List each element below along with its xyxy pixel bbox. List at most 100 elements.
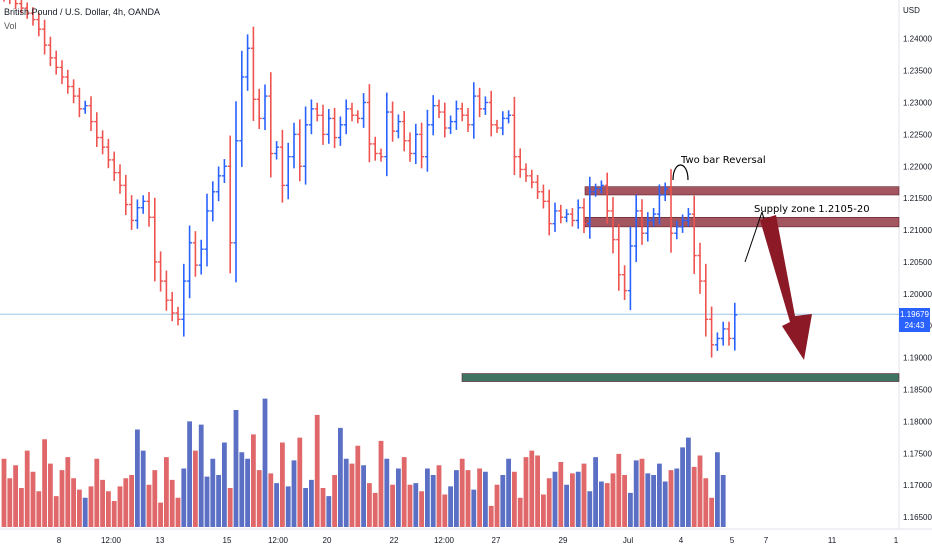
supply-zone bbox=[584, 216, 900, 228]
ohlc-bar bbox=[720, 321, 726, 346]
ohlc-bar bbox=[152, 197, 158, 282]
two-bar-reversal-label: Two bar Reversal bbox=[680, 155, 766, 166]
volume-bar bbox=[135, 429, 140, 527]
ohlc-bar bbox=[622, 265, 628, 301]
volume-bar bbox=[175, 497, 181, 527]
volume-bar bbox=[187, 421, 192, 527]
volume-bar bbox=[42, 439, 47, 527]
time-tick-label: 1 bbox=[894, 536, 899, 545]
volume-bar bbox=[111, 501, 117, 527]
ohlc-bar bbox=[9, 0, 11, 5]
resistance-zone bbox=[584, 186, 900, 196]
ohlc-bar bbox=[123, 174, 129, 216]
ohlc-bar bbox=[285, 142, 291, 200]
volume-bar bbox=[378, 440, 384, 527]
ohlc-bar bbox=[36, 12, 42, 37]
price-tick-label: 1.23000 bbox=[903, 98, 932, 107]
volume-bar bbox=[303, 488, 308, 527]
axes: USD 1.24000 1.23500 1.23000 1.22500 1.22000 1.… bbox=[57, 6, 932, 545]
ohlc-bar bbox=[482, 96, 488, 115]
volume-bar bbox=[314, 414, 320, 527]
volume-bar bbox=[465, 470, 471, 527]
ohlc-bar bbox=[262, 84, 268, 131]
volume-bar bbox=[645, 473, 651, 527]
volume-bar bbox=[541, 494, 546, 527]
price-tick-label: 1.19000 bbox=[903, 354, 932, 363]
volume-bar bbox=[268, 473, 274, 527]
volume-bar bbox=[367, 483, 372, 527]
volume-bar bbox=[53, 496, 59, 527]
volume-bar bbox=[297, 437, 303, 527]
ohlc-bar bbox=[129, 195, 135, 230]
ohlc-bar bbox=[419, 122, 425, 169]
ohlc-bar bbox=[291, 122, 297, 169]
ohlc-bar bbox=[685, 208, 691, 227]
time-tick-label: 13 bbox=[156, 536, 165, 545]
volume-bar bbox=[30, 471, 36, 527]
ohlc-bar bbox=[656, 184, 662, 225]
ohlc-bar bbox=[639, 199, 645, 245]
volume-bar bbox=[274, 483, 279, 527]
volume-bar bbox=[662, 481, 668, 527]
volume-bar bbox=[285, 486, 291, 527]
ohlc-bar bbox=[662, 182, 668, 202]
volume-bar bbox=[471, 489, 477, 527]
volume-bar bbox=[558, 462, 564, 527]
volume-bar bbox=[500, 475, 506, 527]
ohlc-bar bbox=[175, 306, 181, 326]
ohlc-bar bbox=[511, 96, 517, 176]
price-tick-label: 1.17500 bbox=[903, 449, 932, 458]
time-tick-label: 4 bbox=[679, 536, 684, 545]
ohlc-bar bbox=[100, 130, 106, 155]
ohlc-bar bbox=[732, 302, 738, 351]
ohlc-bar bbox=[24, 2, 30, 19]
ohlc-bar bbox=[366, 84, 372, 163]
volume-bar bbox=[703, 478, 709, 527]
ohlc-bar bbox=[633, 194, 639, 263]
ohlc-bar bbox=[558, 204, 564, 224]
price-tick-label: 1.22000 bbox=[903, 162, 932, 171]
ohlc-bar bbox=[274, 141, 280, 160]
reversal-arc bbox=[672, 164, 689, 181]
volume-bar bbox=[262, 398, 268, 527]
ohlc-bar bbox=[146, 191, 152, 227]
ohlc-bar bbox=[245, 34, 251, 91]
price-tick-label: 1.23500 bbox=[903, 67, 932, 76]
ohlc-bar bbox=[65, 69, 71, 94]
ohlc-bar bbox=[256, 88, 262, 129]
volume-label: Vol bbox=[4, 21, 17, 31]
ohlc-bar bbox=[477, 87, 483, 118]
volume-bar bbox=[332, 475, 337, 527]
volume-bar bbox=[517, 497, 523, 527]
ohlc-bar bbox=[332, 107, 338, 149]
ohlc-bar bbox=[3, 0, 5, 2]
ohlc-bar bbox=[575, 199, 581, 229]
volume-bar bbox=[256, 470, 262, 527]
ohlc-bar bbox=[355, 110, 361, 124]
zones bbox=[0, 186, 900, 382]
ohlc-bar bbox=[59, 60, 65, 85]
ohlc-bar bbox=[88, 96, 94, 132]
ohlc-bar bbox=[279, 129, 285, 203]
volume-bar bbox=[616, 453, 622, 527]
ohlc-bar bbox=[593, 183, 599, 197]
ohlc-bar bbox=[297, 119, 303, 182]
ohlc-bar bbox=[598, 180, 604, 194]
time-tick-label: 8 bbox=[57, 536, 62, 545]
ohlc-bar bbox=[378, 148, 384, 162]
ohlc-bar bbox=[709, 306, 715, 358]
time-tick-label: 11 bbox=[828, 536, 837, 545]
ohlc-bar bbox=[517, 148, 523, 178]
volume-bar bbox=[622, 475, 627, 527]
ohlc-bar bbox=[221, 159, 227, 184]
ohlc-bar bbox=[76, 87, 82, 118]
ohlc-bar bbox=[651, 208, 657, 227]
price-axis-currency: USD bbox=[903, 6, 920, 15]
volume-bar bbox=[94, 458, 100, 527]
volume-bar bbox=[535, 455, 540, 527]
time-tick-label: 27 bbox=[492, 536, 501, 545]
price-tick-label: 1.20500 bbox=[903, 258, 932, 267]
volume-bar bbox=[390, 484, 395, 527]
